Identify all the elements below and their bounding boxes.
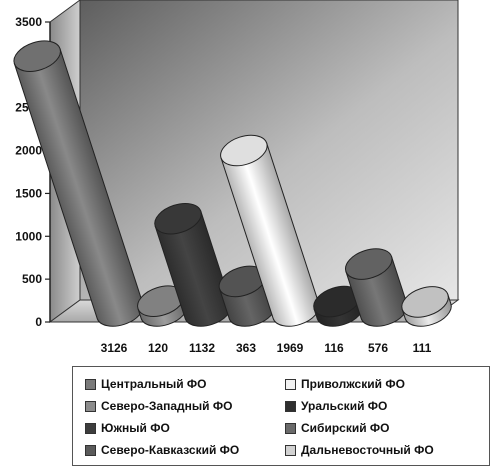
bar-value-label: 120: [148, 341, 168, 355]
y-tick-label: 1500: [15, 186, 42, 200]
bar-value-label: 116: [324, 341, 344, 355]
y-tick-label: 3500: [15, 15, 42, 29]
bar-1: [13, 40, 144, 327]
legend-label: Северо-Западный ФО: [101, 399, 233, 413]
bar-top: [401, 286, 449, 318]
legend-item: Центральный ФО: [85, 373, 271, 395]
bar-value-label: 111: [413, 341, 432, 355]
bar-7: [345, 248, 408, 327]
legend-label: Северо-Кавказский ФО: [101, 443, 240, 457]
legend-item: Уральский ФО: [285, 395, 485, 417]
bar-8: [401, 286, 452, 327]
legend-label: Южный ФО: [101, 421, 170, 435]
legend-swatch: [85, 444, 96, 456]
legend-item: Сибирский ФО: [285, 417, 485, 439]
legend-swatch: [285, 422, 296, 434]
legend-label: Сибирский ФО: [301, 421, 390, 435]
bar-value-label: 1969: [277, 341, 304, 355]
bar-value-label: 363: [236, 341, 256, 355]
bar-value-label: 1132: [189, 341, 215, 355]
legend-swatch: [85, 378, 96, 390]
bar-value-label: 3126: [101, 341, 128, 355]
legend-item: Северо-Кавказский ФО: [85, 439, 271, 461]
bar-3: [154, 202, 232, 327]
legend-item: Северо-Западный ФО: [85, 395, 271, 417]
legend-swatch: [85, 400, 96, 412]
bar-value-label: 576: [368, 341, 388, 355]
legend-label: Дальневосточный ФО: [301, 443, 434, 457]
bar-6: [313, 285, 364, 327]
chart-legend: Центральный ФО Приволжский ФО Северо-Запад…: [72, 366, 490, 466]
y-tick-label: 1000: [15, 229, 42, 243]
y-tick-label: 500: [22, 272, 42, 286]
bar-top: [345, 248, 393, 280]
bar-top: [154, 202, 202, 235]
y-tick-label: 2000: [15, 144, 42, 158]
legend-item: Дальневосточный ФО: [285, 439, 485, 461]
legend-item: Южный ФО: [85, 417, 271, 439]
legend-label: Центральный ФО: [101, 377, 207, 391]
legend-swatch: [285, 400, 296, 412]
legend-label: Приволжский ФО: [301, 377, 405, 391]
legend-item: Приволжский ФО: [285, 373, 485, 395]
y-tick-label: 0: [35, 315, 42, 329]
cylinder-bar-chart: 0500100015002000250030003500 31261201132…: [13, 0, 460, 355]
legend-label: Уральский ФО: [301, 399, 388, 413]
bar-5: [220, 134, 320, 327]
legend-swatch: [285, 378, 296, 390]
legend-swatch: [285, 444, 296, 456]
bar-top: [13, 40, 61, 72]
legend-swatch: [85, 422, 96, 434]
bar-top: [220, 134, 268, 167]
bar-4: [218, 265, 276, 327]
